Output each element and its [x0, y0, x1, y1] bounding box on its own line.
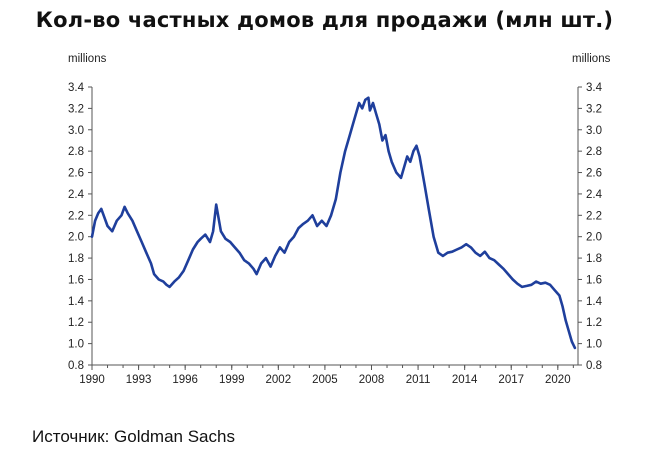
x-tick-label: 2011 — [406, 374, 431, 386]
y-tick-label-right: 2.8 — [586, 146, 602, 158]
y-tick-label-left: 3.0 — [68, 125, 84, 137]
y-tick-label-left: 2.2 — [68, 210, 84, 222]
series-layer — [90, 96, 577, 350]
y-tick-label-left: 3.4 — [68, 82, 85, 94]
y-tick-label-right: 1.0 — [586, 339, 602, 351]
x-tick-label: 1996 — [172, 374, 198, 386]
y-tick-label-left: 2.0 — [68, 232, 84, 244]
y-tick-label-right: 1.4 — [586, 296, 603, 308]
y-tick-label-right: 3.0 — [586, 125, 602, 137]
x-tick-label: 1999 — [219, 374, 245, 386]
source-note: Источник: Goldman Sachs — [32, 427, 235, 446]
x-tick-label: 2017 — [498, 374, 524, 386]
y-tick-label-left: 1.8 — [68, 253, 84, 265]
y-tick-label-right: 2.0 — [586, 232, 602, 244]
y-tick-label-left: 2.8 — [68, 146, 84, 158]
y-tick-label-left: 2.4 — [68, 189, 85, 201]
x-tick-label: 2014 — [452, 374, 478, 386]
series-line — [90, 96, 577, 350]
y-tick-label-right: 2.4 — [586, 189, 603, 201]
y-tick-label-right: 3.4 — [586, 82, 603, 94]
y-tick-label-left: 1.0 — [68, 339, 84, 351]
y-tick-label-right: 2.6 — [586, 168, 602, 180]
y-tick-label-left: 1.2 — [68, 317, 84, 329]
y-tick-label-right: 3.2 — [586, 103, 602, 115]
y-tick-label-right: 0.8 — [586, 360, 602, 372]
y-tick-label-left: 2.6 — [68, 168, 84, 180]
x-tick-label: 2008 — [359, 374, 385, 386]
y-axis-right: 0.8 1.0 1.2 1.4 1.6 1.8 2.0 2.2 2.4 2.6 2.8 3.0 3.2 3… — [577, 82, 603, 372]
y-tick-label-left: 0.8 — [68, 360, 84, 372]
x-tick-label: 2020 — [545, 374, 571, 386]
y-tick-label-right: 1.8 — [586, 253, 602, 265]
y-tick-label-left: 1.4 — [68, 296, 85, 308]
x-tick-label: 2002 — [266, 374, 292, 386]
x-axis: 1990 1993 1996 1999 2002 2005 2008 2011 2014 2017… — [79, 364, 578, 386]
y-tick-label-left: 1.6 — [68, 274, 84, 286]
y-tick-label-right: 1.6 — [586, 274, 602, 286]
y-tick-label-left: 3.2 — [68, 103, 84, 115]
x-tick-label: 2005 — [312, 374, 338, 386]
left-axis-unit-label: millions — [68, 53, 107, 65]
y-axis-left: 0.8 1.0 1.2 1.4 1.6 1.8 2.0 2.2 2.4 2.6 2.8 3.0 3.2 3… — [68, 82, 93, 372]
x-tick-label: 1990 — [79, 374, 105, 386]
x-tick-label: 1993 — [126, 374, 152, 386]
y-tick-label-right: 1.2 — [586, 317, 602, 329]
right-axis-unit-label: millions — [572, 53, 611, 65]
y-tick-label-right: 2.2 — [586, 210, 602, 222]
chart-title: Кол-во частных домов для продажи (млн шт… — [35, 8, 614, 32]
